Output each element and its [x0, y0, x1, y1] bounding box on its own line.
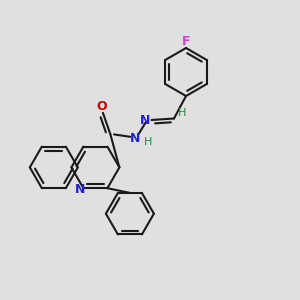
Text: N: N	[130, 131, 140, 145]
Text: F: F	[182, 35, 190, 48]
Text: N: N	[140, 113, 150, 127]
Text: O: O	[96, 100, 107, 113]
Text: H: H	[178, 108, 187, 118]
Text: N: N	[75, 183, 85, 196]
Text: H: H	[143, 136, 152, 147]
